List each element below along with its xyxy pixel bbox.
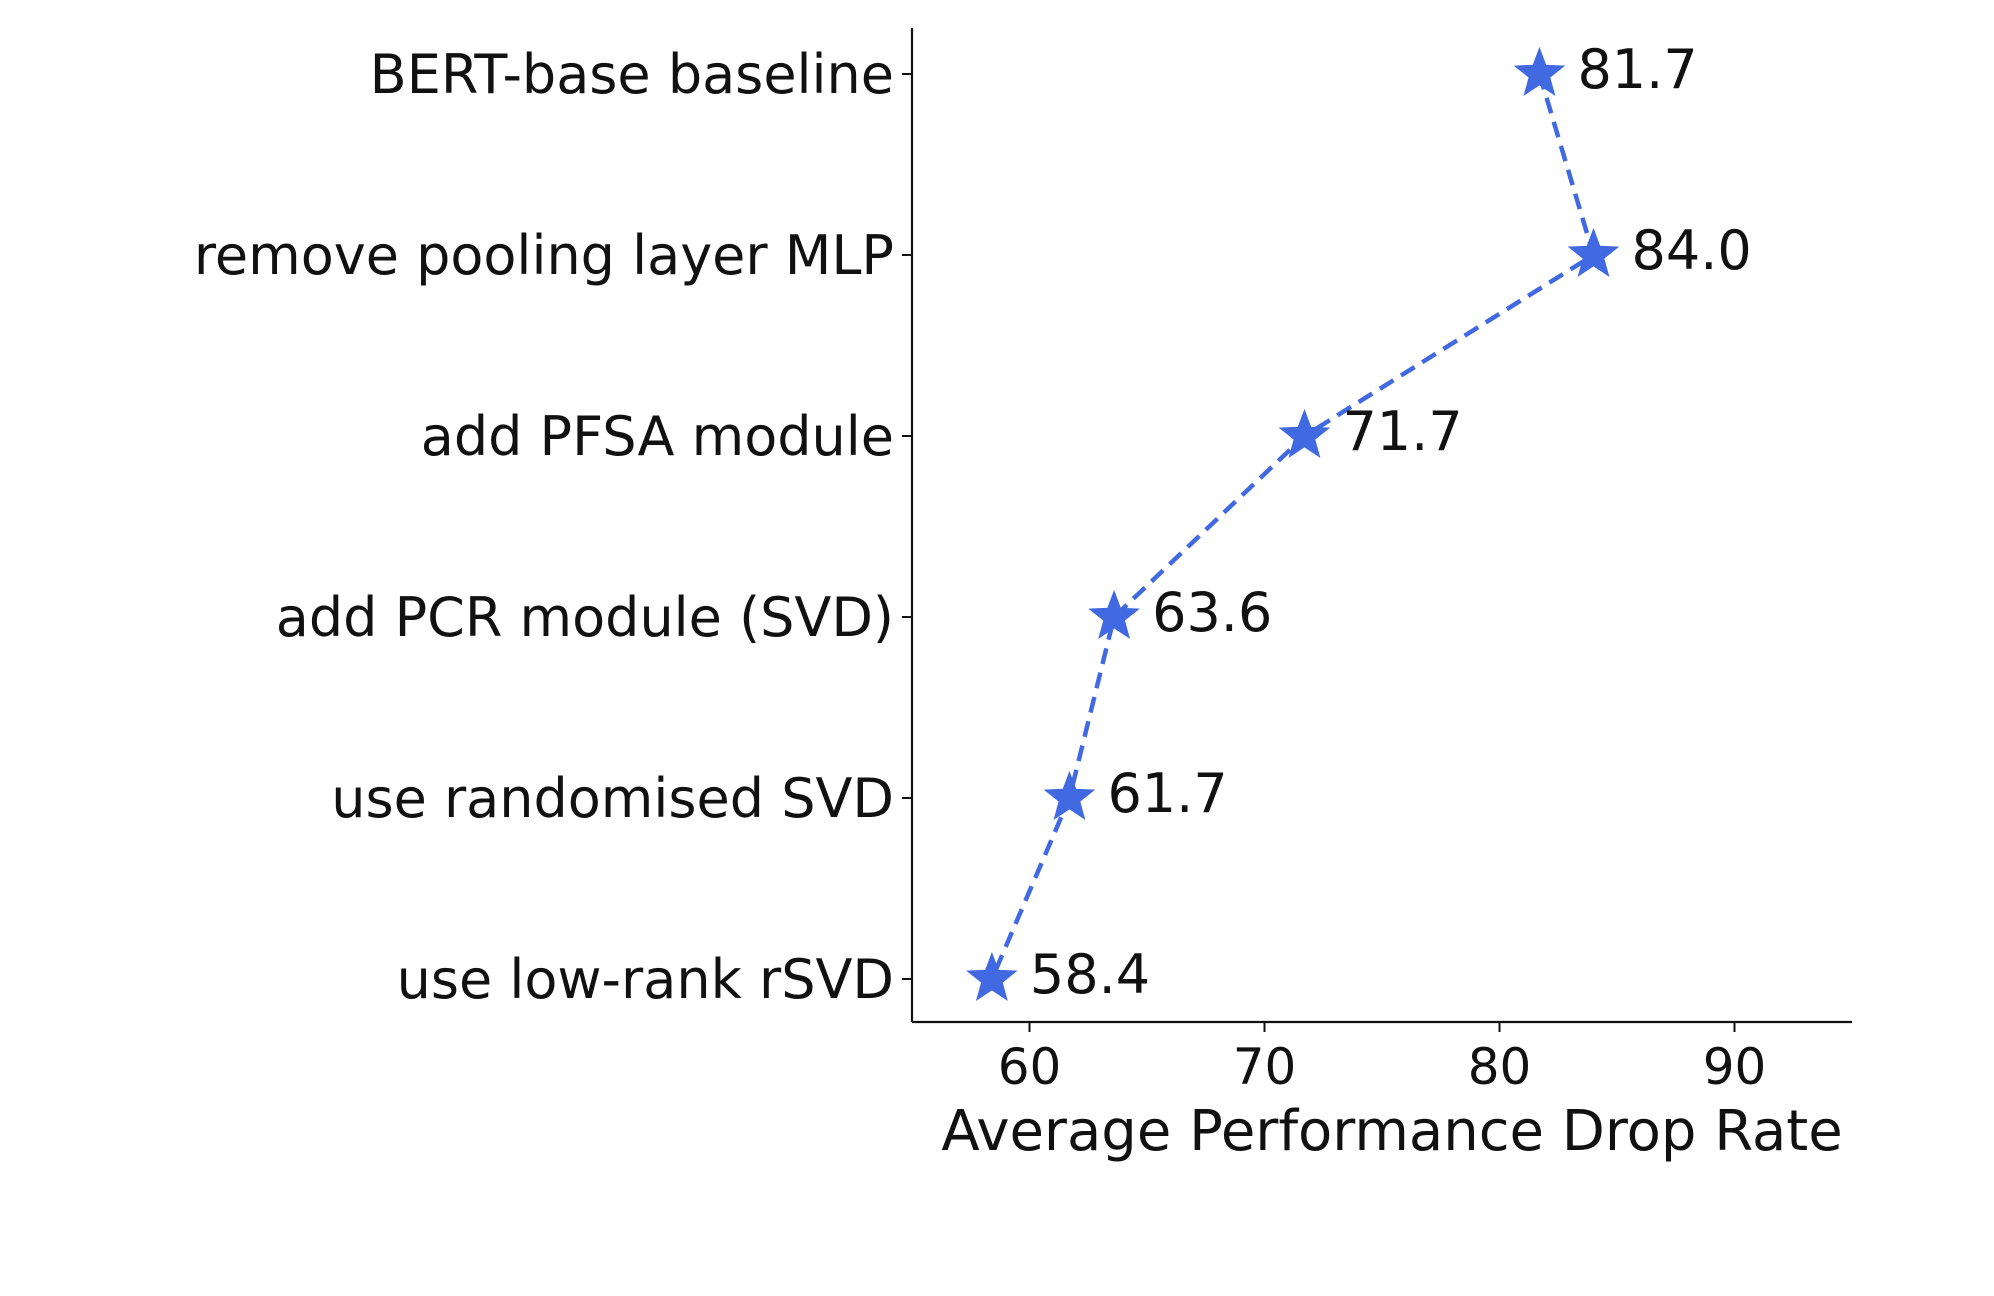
x-ticks: 60 70 80 90 xyxy=(998,1022,1767,1096)
category-label: add PCR module (SVD) xyxy=(276,586,894,649)
x-tick-label: 60 xyxy=(998,1038,1062,1096)
category-label: use randomised SVD xyxy=(331,767,894,830)
category-label: use low-rank rSVD xyxy=(397,948,894,1011)
star-marker xyxy=(1043,770,1096,820)
star-marker xyxy=(1088,589,1140,639)
star-marker xyxy=(966,951,1018,1001)
data-label: 61.7 xyxy=(1107,762,1227,825)
data-label: 63.6 xyxy=(1152,581,1272,644)
star-marker xyxy=(1513,46,1566,96)
data-label: 84.0 xyxy=(1632,219,1752,282)
star-marker xyxy=(1278,408,1331,458)
series-markers xyxy=(966,46,1620,1001)
category-label: add PFSA module xyxy=(421,405,894,468)
data-label: 58.4 xyxy=(1030,943,1150,1006)
x-axis-title: Average Performance Drop Rate xyxy=(941,1099,1842,1164)
series-polyline xyxy=(989,73,1597,980)
data-label: 81.7 xyxy=(1577,38,1697,101)
x-tick-label: 70 xyxy=(1233,1038,1297,1096)
category-labels: BERT-base baseline remove pooling layer M… xyxy=(194,43,894,1011)
category-label: remove pooling layer MLP xyxy=(194,224,894,287)
x-tick-label: 80 xyxy=(1468,1038,1532,1096)
series-line xyxy=(989,73,1597,980)
star-marker xyxy=(1567,227,1620,277)
axes xyxy=(902,28,1852,1024)
data-label: 71.7 xyxy=(1342,400,1462,463)
x-tick-label: 90 xyxy=(1703,1038,1767,1096)
data-labels: 81.7 84.0 71.7 63.6 61.7 58.4 xyxy=(1030,38,1752,1006)
category-label: BERT-base baseline xyxy=(370,43,894,106)
